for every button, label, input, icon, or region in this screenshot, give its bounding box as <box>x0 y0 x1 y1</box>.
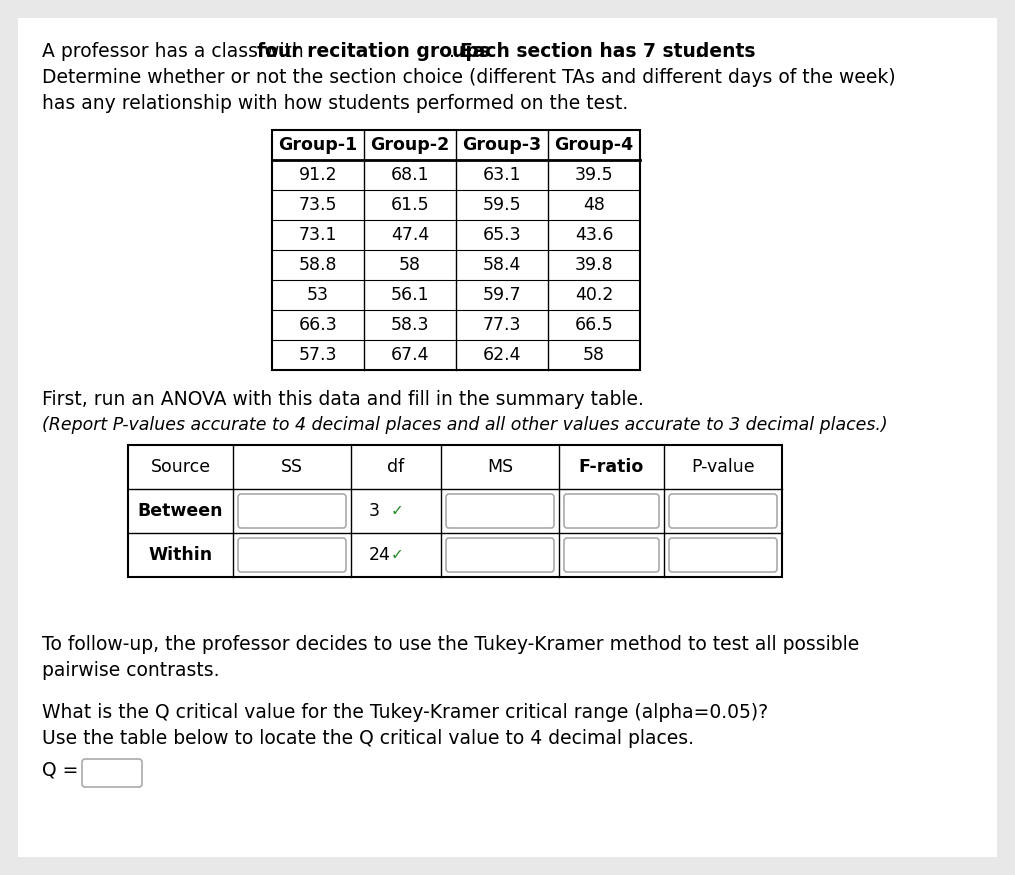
Text: pairwise contrasts.: pairwise contrasts. <box>42 661 219 680</box>
Text: Group-3: Group-3 <box>463 136 542 154</box>
Text: has any relationship with how students performed on the test.: has any relationship with how students p… <box>42 94 628 113</box>
FancyBboxPatch shape <box>446 494 554 528</box>
Text: Use the table below to locate the Q critical value to 4 decimal places.: Use the table below to locate the Q crit… <box>42 729 694 748</box>
Text: Determine whether or not the section choice (different TAs and different days of: Determine whether or not the section cho… <box>42 68 895 87</box>
Text: Group-2: Group-2 <box>370 136 450 154</box>
Text: Source: Source <box>150 458 210 476</box>
Text: Group-1: Group-1 <box>278 136 357 154</box>
Text: Q =: Q = <box>42 761 78 780</box>
Text: 59.7: 59.7 <box>483 286 522 304</box>
FancyBboxPatch shape <box>669 538 777 572</box>
Text: SS: SS <box>281 458 303 476</box>
Text: 63.1: 63.1 <box>483 166 522 184</box>
Text: 66.3: 66.3 <box>298 316 337 334</box>
Text: 47.4: 47.4 <box>391 226 429 244</box>
Text: 48: 48 <box>583 196 605 214</box>
Text: A professor has a class with: A professor has a class with <box>42 42 310 61</box>
Text: 39.5: 39.5 <box>574 166 613 184</box>
Text: 73.1: 73.1 <box>298 226 337 244</box>
FancyBboxPatch shape <box>564 538 659 572</box>
Text: 58.4: 58.4 <box>483 256 521 274</box>
FancyBboxPatch shape <box>238 494 346 528</box>
Text: 59.5: 59.5 <box>483 196 522 214</box>
Text: 58: 58 <box>583 346 605 364</box>
Text: 65.3: 65.3 <box>483 226 522 244</box>
Text: (Report P-values accurate to 4 decimal places and all other values accurate to 3: (Report P-values accurate to 4 decimal p… <box>42 416 888 434</box>
Text: F-ratio: F-ratio <box>579 458 645 476</box>
Text: 58.8: 58.8 <box>298 256 337 274</box>
Text: 58: 58 <box>399 256 421 274</box>
Text: 66.5: 66.5 <box>574 316 613 334</box>
Text: ✓: ✓ <box>391 503 404 519</box>
Text: 58.3: 58.3 <box>391 316 429 334</box>
Text: 67.4: 67.4 <box>391 346 429 364</box>
Text: 61.5: 61.5 <box>391 196 429 214</box>
Text: P-value: P-value <box>691 458 755 476</box>
FancyBboxPatch shape <box>82 759 142 787</box>
Bar <box>272 130 640 370</box>
Text: Between: Between <box>138 502 223 520</box>
Text: Within: Within <box>148 546 212 564</box>
Text: Each section has 7 students: Each section has 7 students <box>460 42 755 61</box>
Text: 57.3: 57.3 <box>298 346 337 364</box>
Text: 3: 3 <box>369 502 380 520</box>
Text: ✓: ✓ <box>391 548 404 563</box>
Text: four recitation groups: four recitation groups <box>257 42 490 61</box>
Text: 62.4: 62.4 <box>483 346 522 364</box>
Text: 91.2: 91.2 <box>298 166 337 184</box>
Text: 73.5: 73.5 <box>298 196 337 214</box>
FancyBboxPatch shape <box>564 494 659 528</box>
Text: 77.3: 77.3 <box>483 316 522 334</box>
Text: .: . <box>449 42 461 61</box>
FancyBboxPatch shape <box>238 538 346 572</box>
Bar <box>128 445 782 577</box>
Text: First, run an ANOVA with this data and fill in the summary table.: First, run an ANOVA with this data and f… <box>42 390 644 409</box>
Text: 68.1: 68.1 <box>391 166 429 184</box>
Text: To follow-up, the professor decides to use the Tukey-Kramer method to test all p: To follow-up, the professor decides to u… <box>42 635 860 654</box>
Text: What is the Q critical value for the Tukey-Kramer critical range (alpha=0.05)?: What is the Q critical value for the Tuk… <box>42 703 768 722</box>
FancyBboxPatch shape <box>446 538 554 572</box>
Text: MS: MS <box>487 458 513 476</box>
Text: 43.6: 43.6 <box>574 226 613 244</box>
Text: 24: 24 <box>369 546 391 564</box>
Text: 56.1: 56.1 <box>391 286 429 304</box>
Text: df: df <box>388 458 405 476</box>
Text: 39.8: 39.8 <box>574 256 613 274</box>
Text: 40.2: 40.2 <box>574 286 613 304</box>
Text: 53: 53 <box>307 286 329 304</box>
Text: Group-4: Group-4 <box>554 136 633 154</box>
Text: .: . <box>695 42 701 61</box>
FancyBboxPatch shape <box>669 494 777 528</box>
